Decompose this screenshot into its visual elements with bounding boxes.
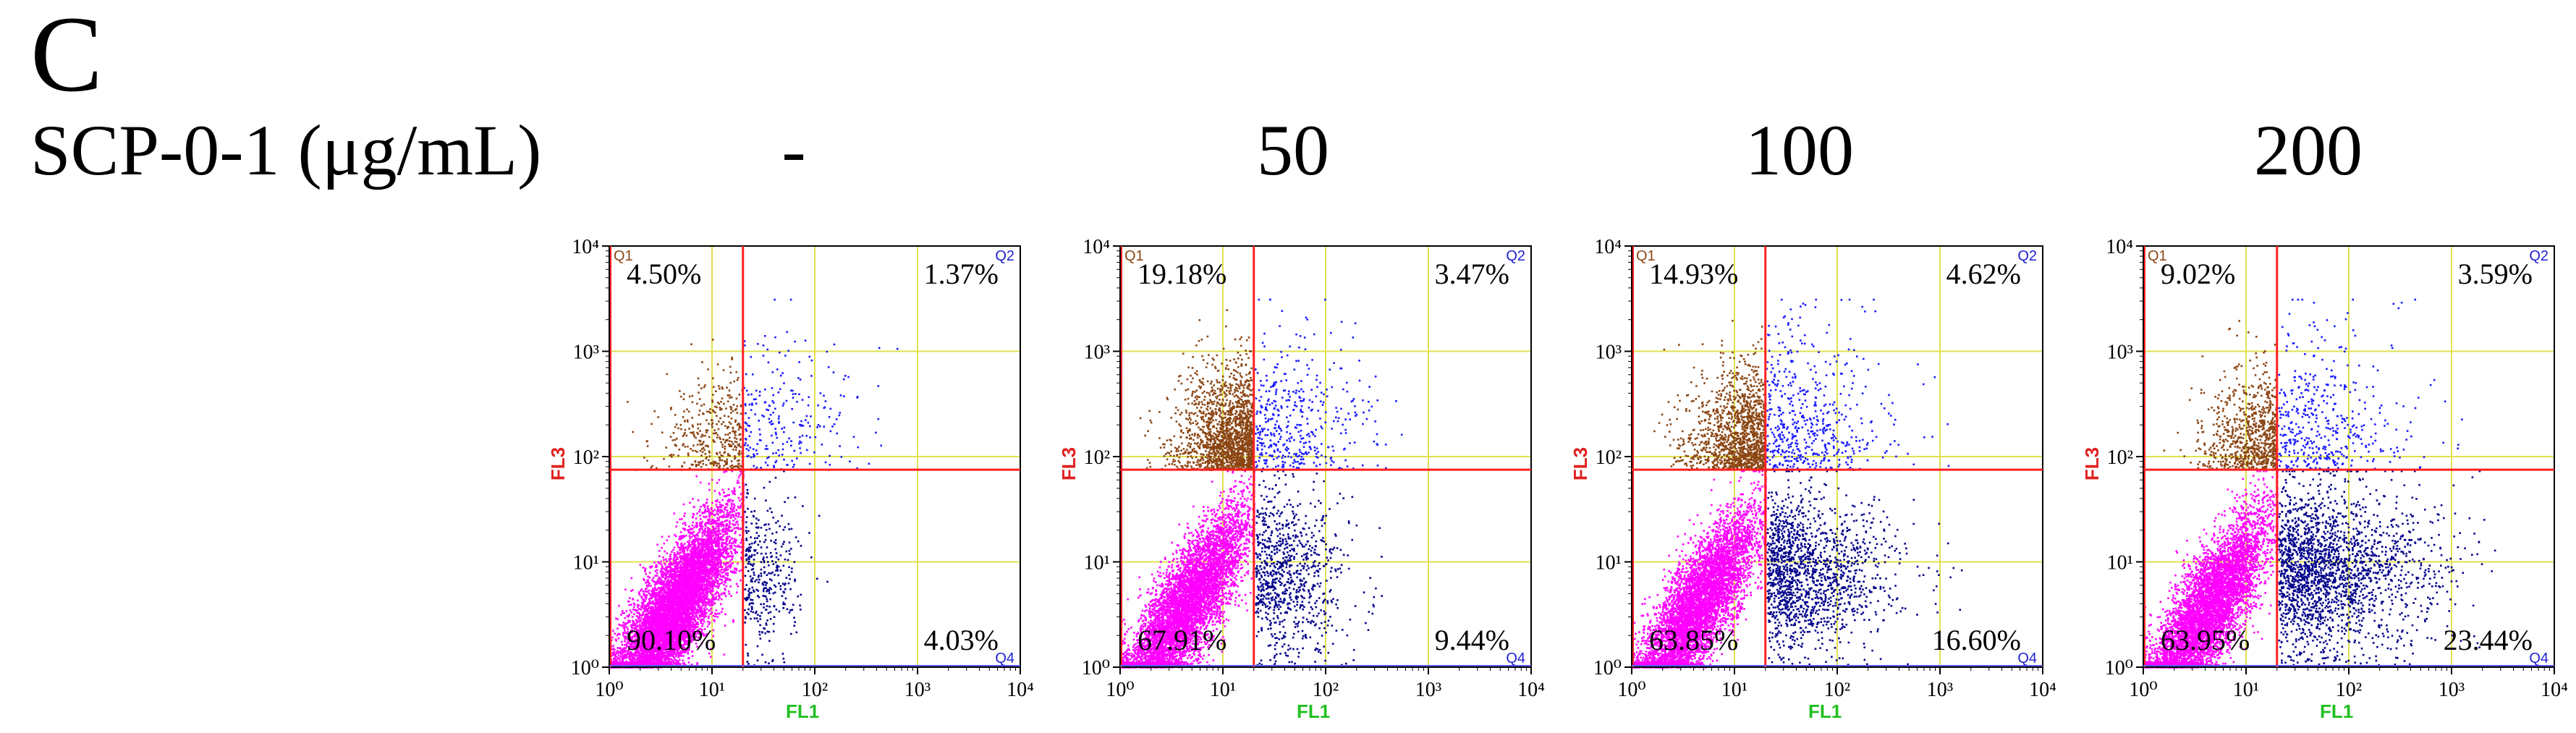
x-tick-label: 10⁰ — [1106, 679, 1134, 701]
x-axis-label: FL1 — [786, 700, 819, 722]
x-axis-label: FL1 — [1297, 700, 1330, 722]
quadrant-percent-q1: 19.18% — [1137, 258, 1226, 290]
x-tick-label: 10² — [802, 679, 828, 701]
x-tick-label: 10² — [1824, 679, 1850, 701]
y-axis-label: FL3 — [1569, 447, 1591, 480]
y-tick-label: 10¹ — [2107, 552, 2133, 575]
x-tick-label: 10¹ — [1210, 679, 1236, 701]
y-tick-label: 10⁴ — [1594, 236, 1622, 258]
x-tick-label: 10⁴ — [1517, 679, 1545, 701]
y-tick-label: 10³ — [2107, 342, 2133, 364]
y-tick-label: 10² — [1084, 446, 1110, 469]
y-tick-label: 10⁴ — [2106, 236, 2133, 258]
y-tick-label: 10³ — [1596, 342, 1622, 364]
x-tick-label: 10¹ — [2233, 679, 2259, 701]
x-tick-label: 10⁰ — [595, 679, 623, 701]
x-tick-label: 10² — [2336, 679, 2362, 701]
y-tick-label: 10² — [573, 446, 599, 469]
x-tick-label: 10⁰ — [2129, 679, 2157, 701]
scatter-points — [2144, 299, 2496, 669]
quadrant-percent-q3: 63.85% — [1649, 624, 1738, 656]
x-tick-label: 10³ — [904, 679, 931, 701]
quadrant-percent-q3: 67.91% — [1137, 624, 1226, 656]
y-tick-label: 10³ — [573, 342, 599, 364]
quadrant-percent-q4: 9.44% — [1435, 624, 1509, 656]
quadrant-percent-q3: 90.10% — [627, 624, 716, 656]
x-tick-label: 10² — [1313, 679, 1339, 701]
x-tick-label: 10⁴ — [2029, 679, 2056, 701]
quadrant-percent-q1: 9.02% — [2161, 258, 2235, 290]
quadrant-percent-q1: 4.50% — [627, 258, 701, 290]
y-tick-label: 10⁰ — [1593, 657, 1622, 679]
y-tick-label: 10² — [2107, 446, 2133, 469]
x-tick-label: 10¹ — [1721, 679, 1747, 701]
x-tick-label: 10¹ — [699, 679, 725, 701]
quadrant-percent-q3: 63.95% — [2161, 624, 2250, 656]
x-tick-label: 10³ — [1415, 679, 1441, 701]
quadrant-percent-q4: 4.03% — [924, 624, 999, 656]
scatter-points — [1632, 299, 1963, 669]
y-tick-label: 10² — [1596, 446, 1622, 469]
y-tick-label: 10⁴ — [1082, 236, 1110, 258]
x-tick-label: 10³ — [2439, 679, 2465, 701]
y-tick-label: 10¹ — [573, 552, 599, 575]
quadrant-percent-q1: 14.93% — [1649, 258, 1738, 290]
y-tick-label: 10⁰ — [571, 657, 599, 679]
x-tick-label: 10⁴ — [1007, 679, 1034, 701]
y-tick-label: 10¹ — [1596, 552, 1622, 575]
x-tick-label: 10³ — [1927, 679, 1953, 701]
x-axis-label: FL1 — [2320, 700, 2353, 722]
scatter-points — [1121, 299, 1403, 669]
y-tick-label: 10⁰ — [1082, 657, 1110, 679]
scatter-points — [610, 299, 899, 669]
quadrant-percent-q2: 3.47% — [1435, 258, 1509, 290]
quadrant-percent-q2: 4.62% — [1946, 258, 2021, 290]
quadrant-percent-q2: 3.59% — [2458, 258, 2533, 290]
quadrant-percent-q4: 23.44% — [2444, 624, 2533, 656]
y-tick-label: 10⁰ — [2105, 657, 2133, 679]
y-axis-label: FL3 — [547, 447, 569, 480]
quadrant-percent-q2: 1.37% — [924, 258, 999, 290]
y-axis-label: FL3 — [2081, 447, 2103, 480]
y-axis-label: FL3 — [1058, 447, 1080, 480]
x-tick-label: 10⁰ — [1617, 679, 1645, 701]
y-tick-label: 10⁴ — [572, 236, 599, 258]
quadrant-percent-q4: 16.60% — [1932, 624, 2021, 656]
y-tick-label: 10¹ — [1084, 552, 1110, 575]
x-axis-label: FL1 — [1808, 700, 1842, 722]
y-tick-label: 10³ — [1084, 342, 1110, 364]
x-tick-label: 10⁴ — [2541, 679, 2568, 701]
